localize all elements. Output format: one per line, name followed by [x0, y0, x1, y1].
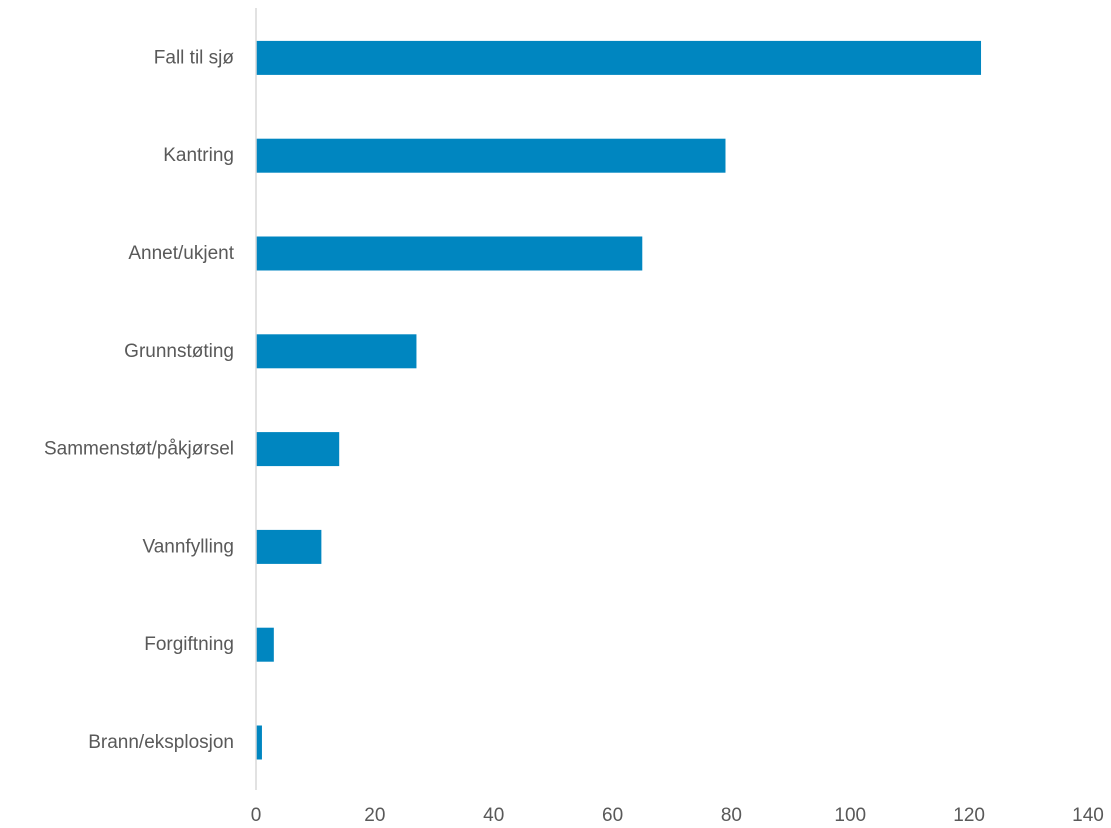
category-labels: Fall til sjø Kantring Annet/ukjent Grunnstø… — [44, 47, 235, 753]
category-label: Sammenstøt/påkjørsel — [44, 439, 234, 460]
bar-4 — [256, 432, 340, 467]
bar-3 — [256, 334, 417, 369]
category-label: Grunnstøting — [124, 341, 234, 362]
x-tick-labels: 0 20 40 60 80 100 120 140 — [251, 805, 1104, 826]
bar-5 — [256, 529, 322, 564]
category-label: Kantring — [163, 145, 234, 166]
category-label: Brann/eksplosjon — [88, 732, 234, 753]
bar-6 — [256, 627, 274, 662]
category-label: Forgiftning — [144, 634, 234, 655]
bar-0 — [256, 40, 982, 75]
bar-1 — [256, 138, 726, 173]
category-label: Vannfylling — [142, 536, 234, 557]
x-tick-label: 60 — [602, 805, 623, 826]
category-label: Fall til sjø — [154, 47, 235, 68]
bars-group — [256, 40, 982, 760]
x-tick-label: 0 — [251, 805, 262, 826]
bar-2 — [256, 236, 643, 271]
x-tick-label: 120 — [953, 805, 985, 826]
x-tick-label: 80 — [721, 805, 742, 826]
category-label: Annet/ukjent — [128, 243, 234, 264]
x-tick-label: 20 — [364, 805, 385, 826]
bar-7 — [256, 725, 262, 760]
x-tick-label: 40 — [483, 805, 504, 826]
x-tick-label: 100 — [834, 805, 866, 826]
x-tick-label: 140 — [1072, 805, 1104, 826]
